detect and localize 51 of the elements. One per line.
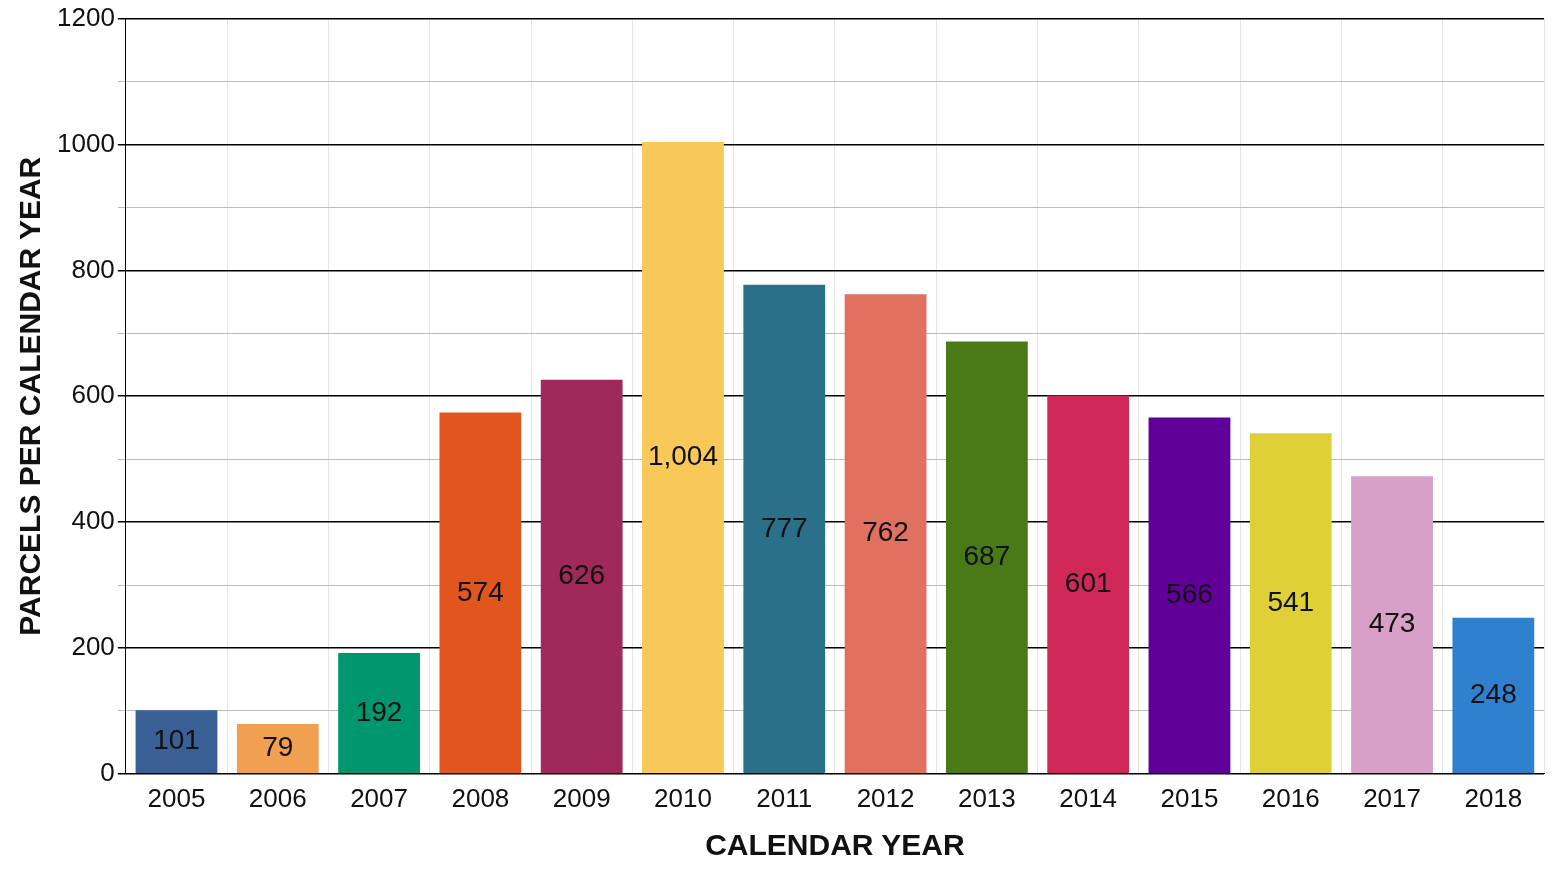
- data-label: 601: [1064, 567, 1112, 599]
- y-tick-label: 0: [100, 756, 115, 787]
- x-axis-title: CALENDAR YEAR: [705, 828, 965, 862]
- x-tick-label: 2007: [350, 782, 408, 813]
- x-tick-label: 2010: [654, 782, 712, 813]
- data-label: 79: [262, 731, 294, 763]
- bar: [1148, 417, 1231, 774]
- data-label: 541: [1267, 585, 1315, 617]
- bar: [540, 379, 623, 774]
- bar: [945, 341, 1028, 774]
- data-label: 687: [963, 539, 1011, 571]
- bar: [1047, 395, 1130, 774]
- y-tick-label: 600: [71, 379, 115, 410]
- x-tick-label: 2008: [451, 782, 510, 813]
- data-label: 626: [558, 559, 606, 591]
- data-label: 192: [355, 695, 403, 727]
- x-tick-label: 2009: [552, 782, 611, 813]
- data-label: 777: [760, 511, 808, 543]
- x-tick-label: 2018: [1464, 782, 1523, 813]
- y-tick-label: 400: [71, 505, 115, 536]
- x-tick-label: 2011: [756, 782, 813, 813]
- x-tick-label: 2006: [248, 782, 307, 813]
- y-tick-label: 800: [71, 253, 115, 284]
- bar: [1351, 476, 1433, 774]
- x-tick-label: 2015: [1160, 782, 1219, 813]
- bar: [844, 294, 927, 774]
- x-tick-label: 2012: [856, 782, 915, 813]
- bar: [1452, 617, 1535, 774]
- bar: [743, 284, 826, 774]
- data-label: 574: [457, 575, 504, 607]
- bar: [1249, 433, 1332, 774]
- x-tick-label: 2016: [1261, 782, 1320, 813]
- x-tick-label: 2005: [147, 782, 206, 813]
- data-label: 473: [1368, 607, 1416, 639]
- data-label: 101: [153, 724, 200, 756]
- y-tick-label: 1200: [57, 1, 115, 32]
- data-label: 762: [862, 516, 909, 548]
- x-tick-label: 2017: [1363, 782, 1421, 813]
- bar: [236, 724, 319, 774]
- x-tick-label: 2013: [957, 782, 1016, 813]
- bar: [338, 652, 420, 774]
- bar: [642, 141, 724, 774]
- bar: [439, 412, 522, 774]
- data-label: 1,004: [647, 440, 719, 472]
- bar: [135, 710, 218, 774]
- y-tick-label: 200: [71, 631, 115, 662]
- data-label: 248: [1469, 678, 1517, 710]
- y-axis-title: PARCELS PER CALENDAR YEAR: [13, 156, 47, 636]
- y-tick-label: 1000: [57, 127, 115, 158]
- data-label: 566: [1166, 578, 1213, 610]
- x-tick-label: 2014: [1059, 782, 1118, 813]
